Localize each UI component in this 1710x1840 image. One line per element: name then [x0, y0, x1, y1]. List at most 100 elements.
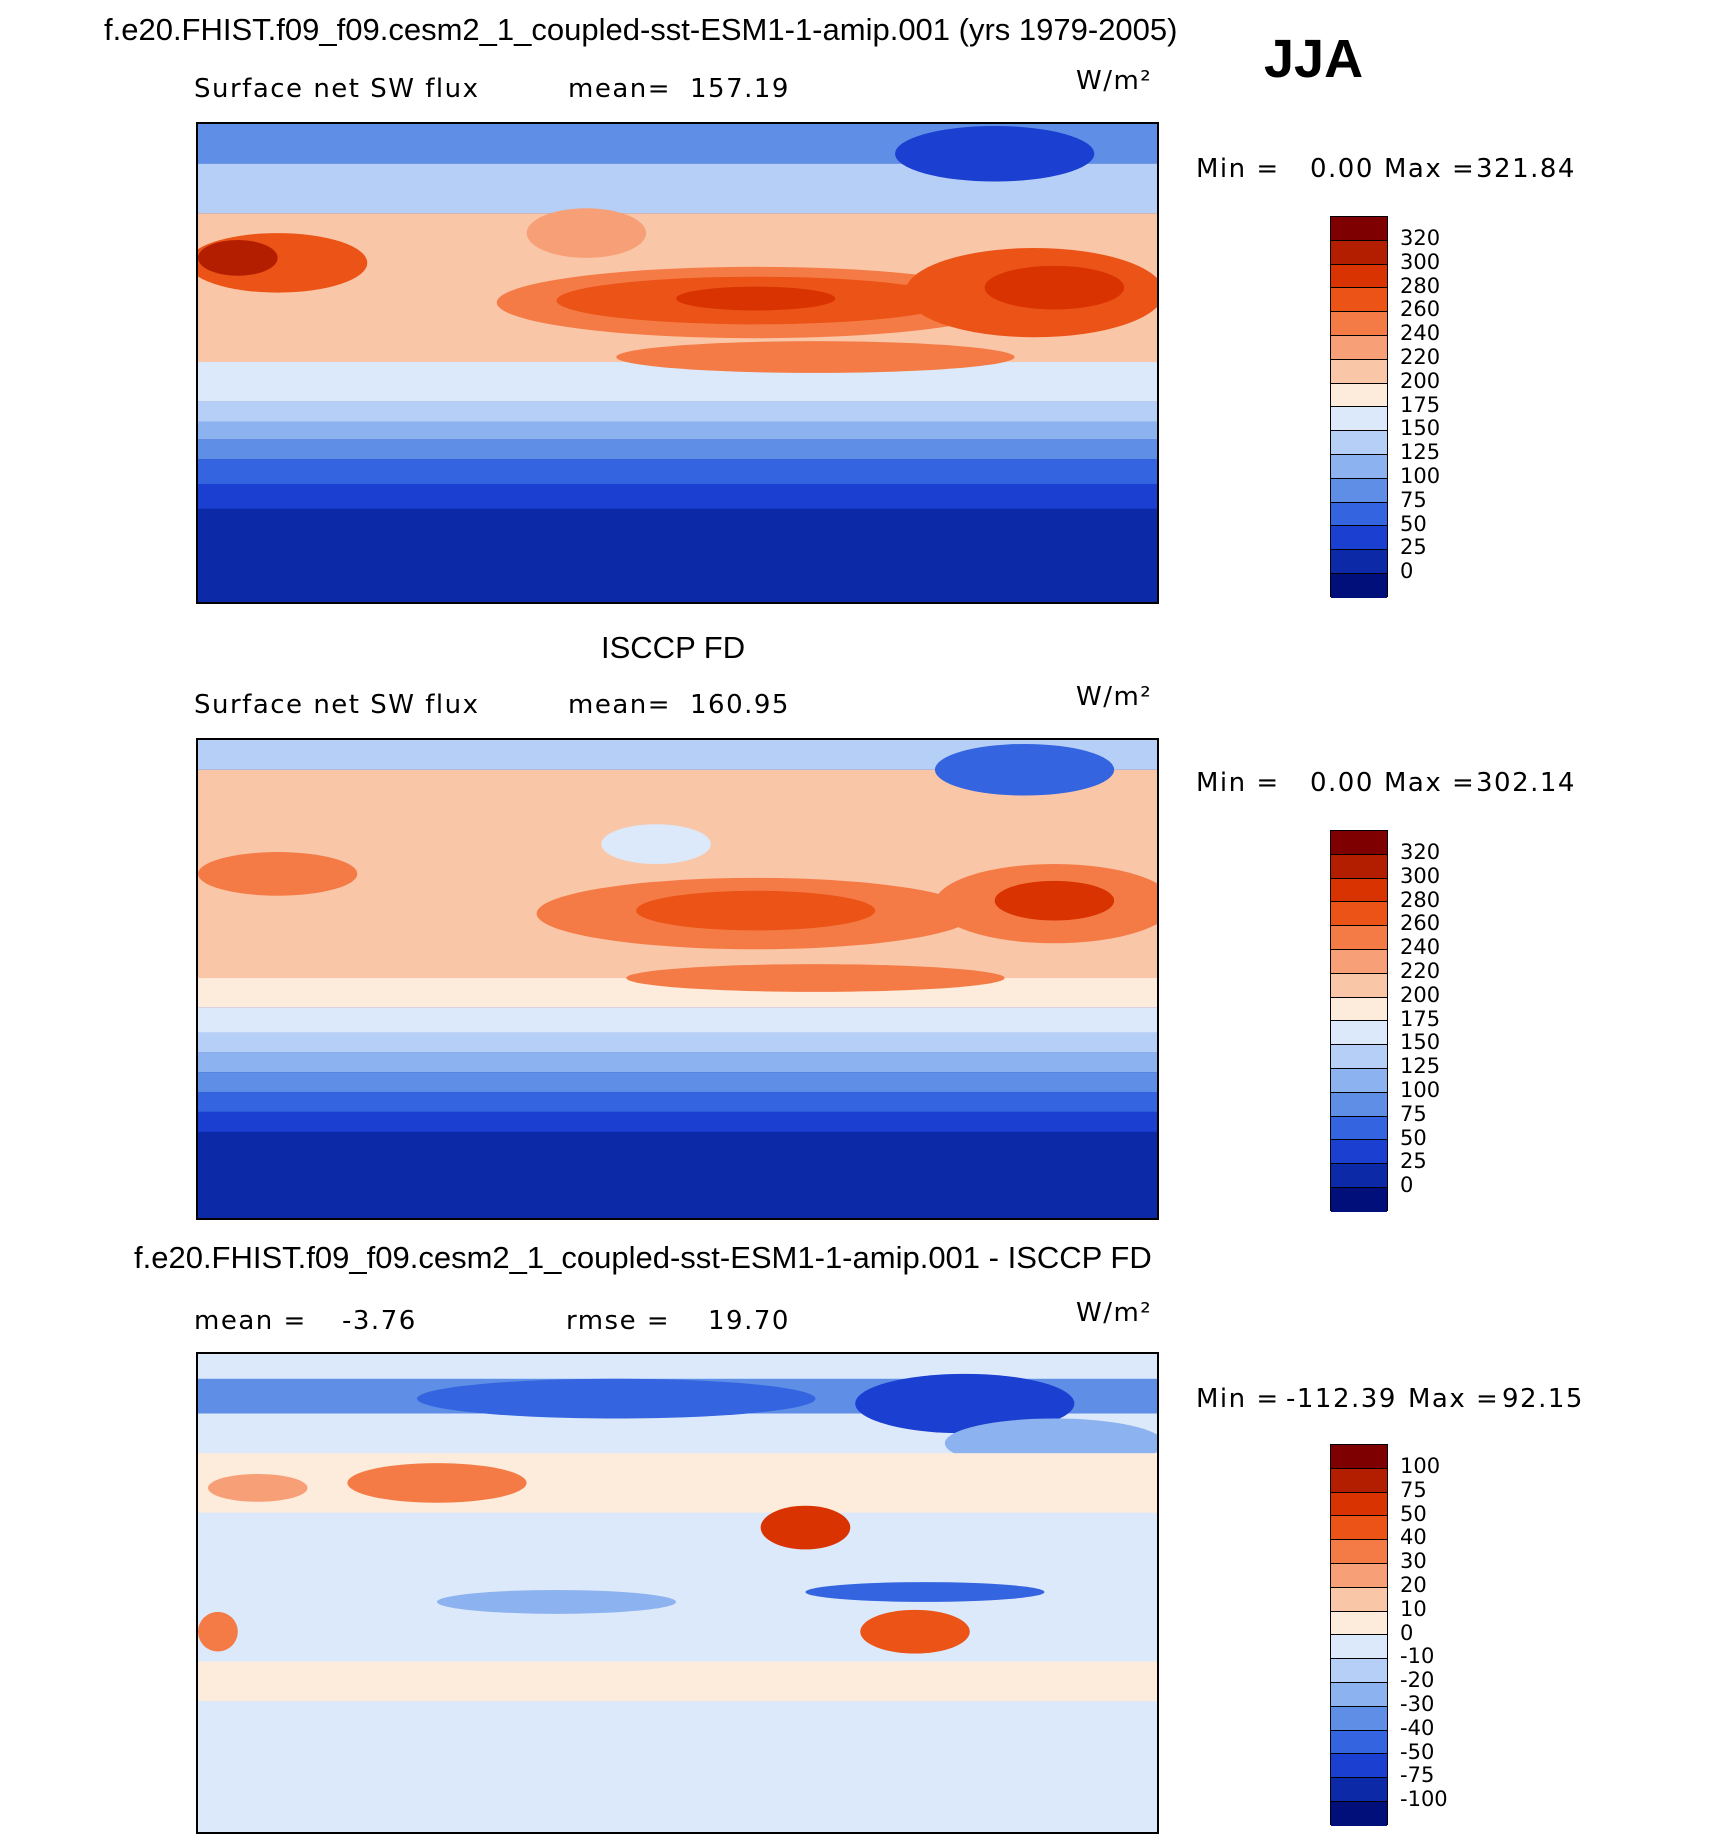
colorbar-swatch	[1331, 997, 1387, 1022]
panel-diff-title: f.e20.FHIST.f09_f09.cesm2_1_coupled-sst-…	[134, 1240, 1152, 1275]
colorbar-swatch	[1331, 831, 1387, 855]
colorbar-swatch	[1331, 1045, 1387, 1069]
panel-model-units: W/m²	[1076, 66, 1153, 96]
colorbar-tick-label: 25	[1400, 1149, 1427, 1173]
panel-obs-mean-value: 160.95	[690, 690, 790, 720]
colorbar-swatch	[1331, 264, 1387, 289]
panel-diff-mean-value: -3.76	[342, 1306, 417, 1336]
panel-model-mean-value: 157.19	[690, 74, 790, 104]
colorbar-tick-label: 50	[1400, 512, 1427, 536]
colorbar-swatch	[1331, 454, 1387, 479]
colorbar-tick-label: 30	[1400, 1549, 1427, 1573]
colorbar-tick-label: 320	[1400, 226, 1441, 250]
colorbar-swatch	[1331, 949, 1387, 974]
colorbar-tick-label: 260	[1400, 297, 1441, 321]
colorbar-tick-label: 175	[1400, 393, 1441, 417]
colorbar-swatch	[1331, 1801, 1387, 1826]
colorbar-swatch	[1331, 1778, 1387, 1802]
colorbar-swatch	[1331, 1092, 1387, 1117]
panel-model-min-value: 0.00	[1310, 154, 1374, 184]
season-label: JJA	[1264, 29, 1364, 89]
panel-diff-max-value: 92.15	[1502, 1384, 1584, 1414]
colorbar-swatch	[1331, 926, 1387, 950]
colorbar-tick-label: 240	[1400, 321, 1441, 345]
panel-model-max-label: Max =	[1384, 154, 1476, 184]
panel-obs-title: ISCCP FD	[601, 630, 746, 665]
panel-obs-units: W/m²	[1076, 682, 1153, 712]
colorbar-tick-label: 100	[1400, 464, 1441, 488]
colorbar-tick-label: 150	[1400, 1030, 1441, 1054]
panel-diff-mean-label: mean =	[194, 1306, 307, 1336]
colorbar-swatch	[1331, 335, 1387, 360]
colorbar-tick-label: -30	[1400, 1692, 1435, 1716]
colorbar-swatch	[1331, 854, 1387, 879]
panel-diff-map	[196, 1352, 1159, 1834]
panel-obs-max-label: Max =	[1384, 768, 1476, 798]
colorbar-swatch	[1331, 878, 1387, 903]
panel-model-max-value: 321.84	[1476, 154, 1576, 184]
colorbar-swatch	[1331, 1563, 1387, 1588]
colorbar-tick-label: 150	[1400, 416, 1441, 440]
colorbar-tick-label: 50	[1400, 1502, 1427, 1526]
colorbar-tick-label: -20	[1400, 1668, 1435, 1692]
colorbar-tick-label: 75	[1400, 1478, 1427, 1502]
colorbar-swatch	[1331, 217, 1387, 241]
colorbar-tick-label: 100	[1400, 1454, 1441, 1478]
colorbar-tick-label: 175	[1400, 1007, 1441, 1031]
colorbar-tick-label: 260	[1400, 911, 1441, 935]
colorbar-swatch	[1331, 902, 1387, 927]
panel-diff-max-label: Max =	[1408, 1384, 1500, 1414]
colorbar-tick-label: 25	[1400, 535, 1427, 559]
colorbar-swatch	[1331, 1140, 1387, 1165]
colorbar-tick-label: 100	[1400, 1078, 1441, 1102]
colorbar-swatch	[1331, 1164, 1387, 1188]
panel-model-title: f.e20.FHIST.f09_f09.cesm2_1_coupled-sst-…	[104, 12, 1178, 47]
colorbar-swatch	[1331, 383, 1387, 408]
colorbar-tick-label: 20	[1400, 1573, 1427, 1597]
colorbar-swatch	[1331, 240, 1387, 265]
colorbar-swatch	[1331, 526, 1387, 551]
colorbar-tick-label: 75	[1400, 488, 1427, 512]
panel-model-variable-label: Surface net SW flux	[194, 74, 480, 104]
colorbar-tick-label: 200	[1400, 369, 1441, 393]
panel-model-mean-label: mean=	[568, 74, 672, 104]
colorbar-tick-label: 280	[1400, 274, 1441, 298]
panel-obs-colorbar	[1330, 830, 1388, 1212]
panel-obs-map-field	[198, 740, 1157, 1218]
panel-diff-colorbar	[1330, 1444, 1388, 1826]
colorbar-swatch	[1331, 573, 1387, 598]
panel-diff-map-field	[198, 1354, 1157, 1832]
colorbar-tick-label: 0	[1400, 559, 1414, 583]
panel-model-map	[196, 122, 1159, 604]
panel-diff-min-label: Min =	[1196, 1384, 1280, 1414]
colorbar-swatch	[1331, 288, 1387, 313]
colorbar-tick-label: 125	[1400, 1054, 1441, 1078]
panel-model-map-field	[198, 124, 1157, 602]
colorbar-swatch	[1331, 1068, 1387, 1093]
colorbar-tick-label: 280	[1400, 888, 1441, 912]
panel-obs-mean-label: mean=	[568, 690, 672, 720]
colorbar-tick-label: -75	[1400, 1763, 1435, 1787]
colorbar-tick-label: 10	[1400, 1597, 1427, 1621]
colorbar-tick-label: 0	[1400, 1621, 1414, 1645]
colorbar-swatch	[1331, 1492, 1387, 1517]
panel-obs-max-value: 302.14	[1476, 768, 1576, 798]
colorbar-swatch	[1331, 1730, 1387, 1755]
colorbar-swatch	[1331, 502, 1387, 527]
colorbar-swatch	[1331, 478, 1387, 503]
colorbar-tick-label: 200	[1400, 983, 1441, 1007]
colorbar-swatch	[1331, 1116, 1387, 1141]
colorbar-tick-label: 220	[1400, 959, 1441, 983]
colorbar-tick-label: -10	[1400, 1644, 1435, 1668]
colorbar-swatch	[1331, 1540, 1387, 1564]
panel-model-min-label: Min =	[1196, 154, 1280, 184]
panel-diff-rmse-value: 19.70	[708, 1306, 790, 1336]
colorbar-swatch	[1331, 312, 1387, 336]
colorbar-swatch	[1331, 1187, 1387, 1212]
colorbar-swatch	[1331, 1611, 1387, 1636]
colorbar-tick-label: -40	[1400, 1716, 1435, 1740]
colorbar-tick-label: 300	[1400, 864, 1441, 888]
colorbar-swatch	[1331, 1754, 1387, 1779]
panel-diff-min-value: -112.39	[1286, 1384, 1397, 1414]
panel-diff-rmse-label: rmse =	[566, 1306, 671, 1336]
